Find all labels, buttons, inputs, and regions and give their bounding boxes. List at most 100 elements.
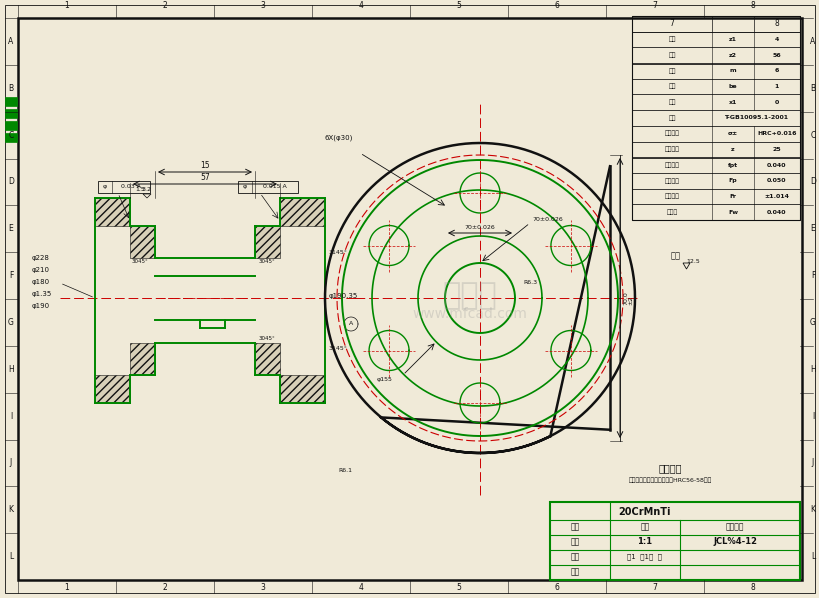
Text: 8: 8 — [774, 19, 778, 28]
Bar — [631, 79, 799, 94]
Text: 8: 8 — [749, 2, 754, 11]
Text: 3: 3 — [260, 584, 265, 593]
Text: 技术要求: 技术要求 — [658, 463, 681, 473]
Text: φ190.35: φ190.35 — [328, 293, 358, 299]
Text: 3145°: 3145° — [328, 346, 347, 350]
Text: 其余: 其余 — [670, 252, 680, 261]
Bar — [5, 133, 17, 142]
Bar — [255, 226, 279, 258]
Bar — [279, 375, 324, 403]
Text: fpt: fpt — [727, 163, 737, 167]
Text: L: L — [9, 552, 13, 561]
Bar — [631, 205, 799, 220]
Bar — [5, 121, 17, 130]
Text: 模数: 模数 — [667, 68, 675, 74]
Text: 70.0
±2: 70.0 ±2 — [622, 291, 633, 305]
Text: 3.2: 3.2 — [142, 187, 152, 192]
Text: 3045°: 3045° — [259, 260, 275, 264]
Polygon shape — [682, 263, 689, 269]
Text: φ155: φ155 — [377, 377, 392, 383]
Text: x1: x1 — [728, 100, 736, 105]
Text: 审核: 审核 — [570, 553, 579, 562]
Bar — [631, 173, 799, 188]
Text: 齿宽: 齿宽 — [667, 84, 675, 90]
Text: 齿圈跳动: 齿圈跳动 — [663, 194, 679, 199]
Bar — [98, 181, 150, 193]
Text: F: F — [9, 271, 13, 280]
Bar — [5, 109, 17, 118]
Text: 0.015 A: 0.015 A — [263, 185, 287, 190]
Text: 4: 4 — [358, 2, 363, 11]
Text: I: I — [10, 411, 12, 420]
Bar — [255, 343, 279, 375]
Bar — [95, 375, 130, 403]
Text: T-GB10095.1-2001: T-GB10095.1-2001 — [723, 115, 787, 121]
Text: φ: φ — [102, 185, 107, 190]
Text: D: D — [8, 178, 14, 187]
Text: 配对齿数: 配对齿数 — [663, 147, 679, 152]
Text: 3045°: 3045° — [132, 260, 148, 264]
Text: 25: 25 — [771, 147, 781, 152]
Bar — [631, 157, 799, 173]
Text: 重量: 重量 — [570, 523, 579, 532]
Text: 末1  套1第  套: 末1 套1第 套 — [627, 554, 662, 560]
Text: 0.03 A: 0.03 A — [121, 185, 141, 190]
Text: 1.5: 1.5 — [135, 187, 145, 192]
Text: E: E — [810, 224, 814, 233]
Bar — [631, 16, 799, 32]
Text: 7: 7 — [669, 19, 673, 28]
Bar — [631, 110, 799, 126]
Text: 0.050: 0.050 — [767, 178, 785, 183]
Text: Fw: Fw — [727, 210, 737, 215]
Text: 4: 4 — [358, 584, 363, 593]
Text: G: G — [809, 318, 815, 327]
Text: 齿轮极限: 齿轮极限 — [663, 131, 679, 136]
Text: Fp: Fp — [728, 178, 736, 183]
Text: Fr: Fr — [729, 194, 735, 199]
Bar — [631, 188, 799, 205]
Text: 齿距累积: 齿距累积 — [663, 178, 679, 184]
Text: J: J — [811, 459, 813, 468]
Text: 1: 1 — [65, 2, 70, 11]
Text: 3045°: 3045° — [259, 337, 275, 341]
Text: H: H — [8, 365, 14, 374]
Text: 15: 15 — [200, 161, 210, 170]
Text: 0.040: 0.040 — [767, 163, 785, 167]
Text: 56: 56 — [771, 53, 781, 58]
Text: z: z — [731, 147, 734, 152]
Text: C: C — [809, 130, 815, 139]
Text: 6: 6 — [554, 584, 559, 593]
Text: φ210: φ210 — [32, 267, 50, 273]
Text: m: m — [729, 68, 735, 74]
Bar — [130, 226, 155, 258]
Text: ±1.014: ±1.014 — [763, 194, 789, 199]
Bar — [95, 198, 130, 226]
Bar — [631, 126, 799, 142]
Text: 5: 5 — [456, 2, 461, 11]
Text: 2: 2 — [162, 2, 167, 11]
Bar — [279, 198, 324, 226]
Text: 57: 57 — [200, 173, 210, 182]
Text: 5: 5 — [456, 584, 461, 593]
Text: 沐风网: 沐风网 — [442, 282, 497, 310]
Text: 70±0.026: 70±0.026 — [464, 225, 495, 230]
Text: K: K — [809, 505, 815, 514]
Text: B: B — [809, 84, 815, 93]
Text: 图纸: 图纸 — [570, 538, 579, 547]
Bar — [631, 94, 799, 110]
Bar — [631, 63, 799, 79]
Text: 1: 1 — [774, 84, 778, 89]
Text: 8: 8 — [749, 584, 754, 593]
Text: L: L — [810, 552, 814, 561]
Text: φ: φ — [242, 185, 247, 190]
Text: 2: 2 — [162, 584, 167, 593]
Text: φ190: φ190 — [32, 303, 50, 309]
Bar — [550, 502, 799, 580]
Text: 3145°: 3145° — [328, 251, 347, 255]
Bar — [130, 343, 155, 375]
Text: 70±0.026: 70±0.026 — [532, 218, 562, 222]
Text: R6.1: R6.1 — [337, 468, 351, 474]
Text: 6X(φ30): 6X(φ30) — [324, 135, 353, 141]
Text: HRC+0.016: HRC+0.016 — [756, 131, 796, 136]
Text: 3: 3 — [260, 2, 265, 11]
